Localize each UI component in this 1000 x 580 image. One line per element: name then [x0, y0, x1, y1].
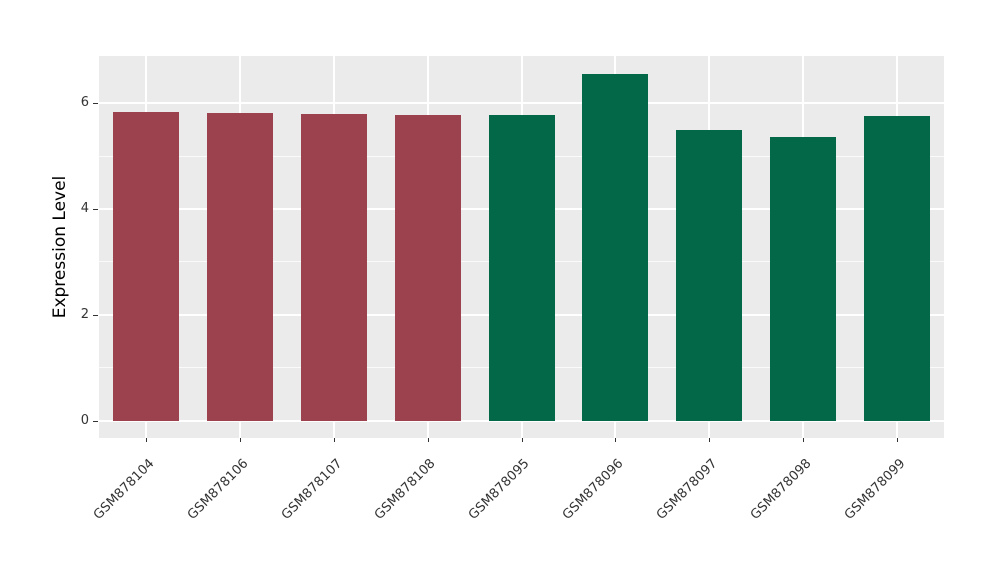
x-tick-mark-GSM878106 — [239, 438, 241, 442]
bar-GSM878096 — [582, 73, 649, 421]
x-tick-label-GSM878108: GSM878108 — [372, 456, 439, 523]
x-tick-label-GSM878098: GSM878098 — [747, 456, 815, 523]
x-tick-label-GSM878106: GSM878106 — [184, 456, 252, 523]
x-tick-mark-GSM878095 — [521, 438, 523, 442]
x-tick-label-GSM878097: GSM878097 — [653, 456, 721, 523]
y-tick-mark-2 — [93, 314, 98, 316]
bar-GSM878098 — [770, 137, 837, 421]
x-tick-label-GSM878107: GSM878107 — [278, 456, 346, 523]
x-tick-mark-GSM878099 — [897, 438, 899, 442]
x-tick-mark-GSM878108 — [427, 438, 429, 442]
x-tick-label-GSM878095: GSM878095 — [466, 456, 533, 523]
x-tick-mark-GSM878107 — [333, 438, 335, 442]
bar-GSM878108 — [394, 115, 461, 421]
y-tick-label-6: 6 — [80, 95, 89, 111]
y-tick-label-0: 0 — [80, 412, 89, 428]
x-tick-label-GSM878104: GSM878104 — [90, 456, 158, 523]
x-tick-mark-GSM878097 — [709, 438, 711, 442]
y-axis-title: Expression Level — [50, 175, 70, 319]
y-tick-label-4: 4 — [80, 201, 89, 216]
y-tick-mark-6 — [93, 103, 98, 105]
x-tick-label-GSM878099: GSM878099 — [841, 456, 909, 523]
y-tick-label-2: 2 — [80, 306, 89, 322]
x-tick-mark-GSM878104 — [145, 438, 147, 442]
y-tick-mark-4 — [93, 209, 98, 210]
bar-GSM878095 — [488, 114, 555, 421]
plot-panel — [99, 56, 944, 438]
x-tick-mark-GSM878096 — [615, 438, 617, 442]
bar-GSM878099 — [864, 116, 931, 421]
x-tick-label-GSM878096: GSM878096 — [560, 456, 627, 523]
bar-GSM878107 — [300, 114, 367, 421]
x-tick-mark-GSM878098 — [803, 438, 805, 442]
y-tick-mark-0 — [93, 420, 98, 422]
bar-GSM878097 — [676, 129, 743, 421]
bar-GSM878106 — [206, 113, 273, 421]
bar-GSM878104 — [112, 111, 179, 421]
